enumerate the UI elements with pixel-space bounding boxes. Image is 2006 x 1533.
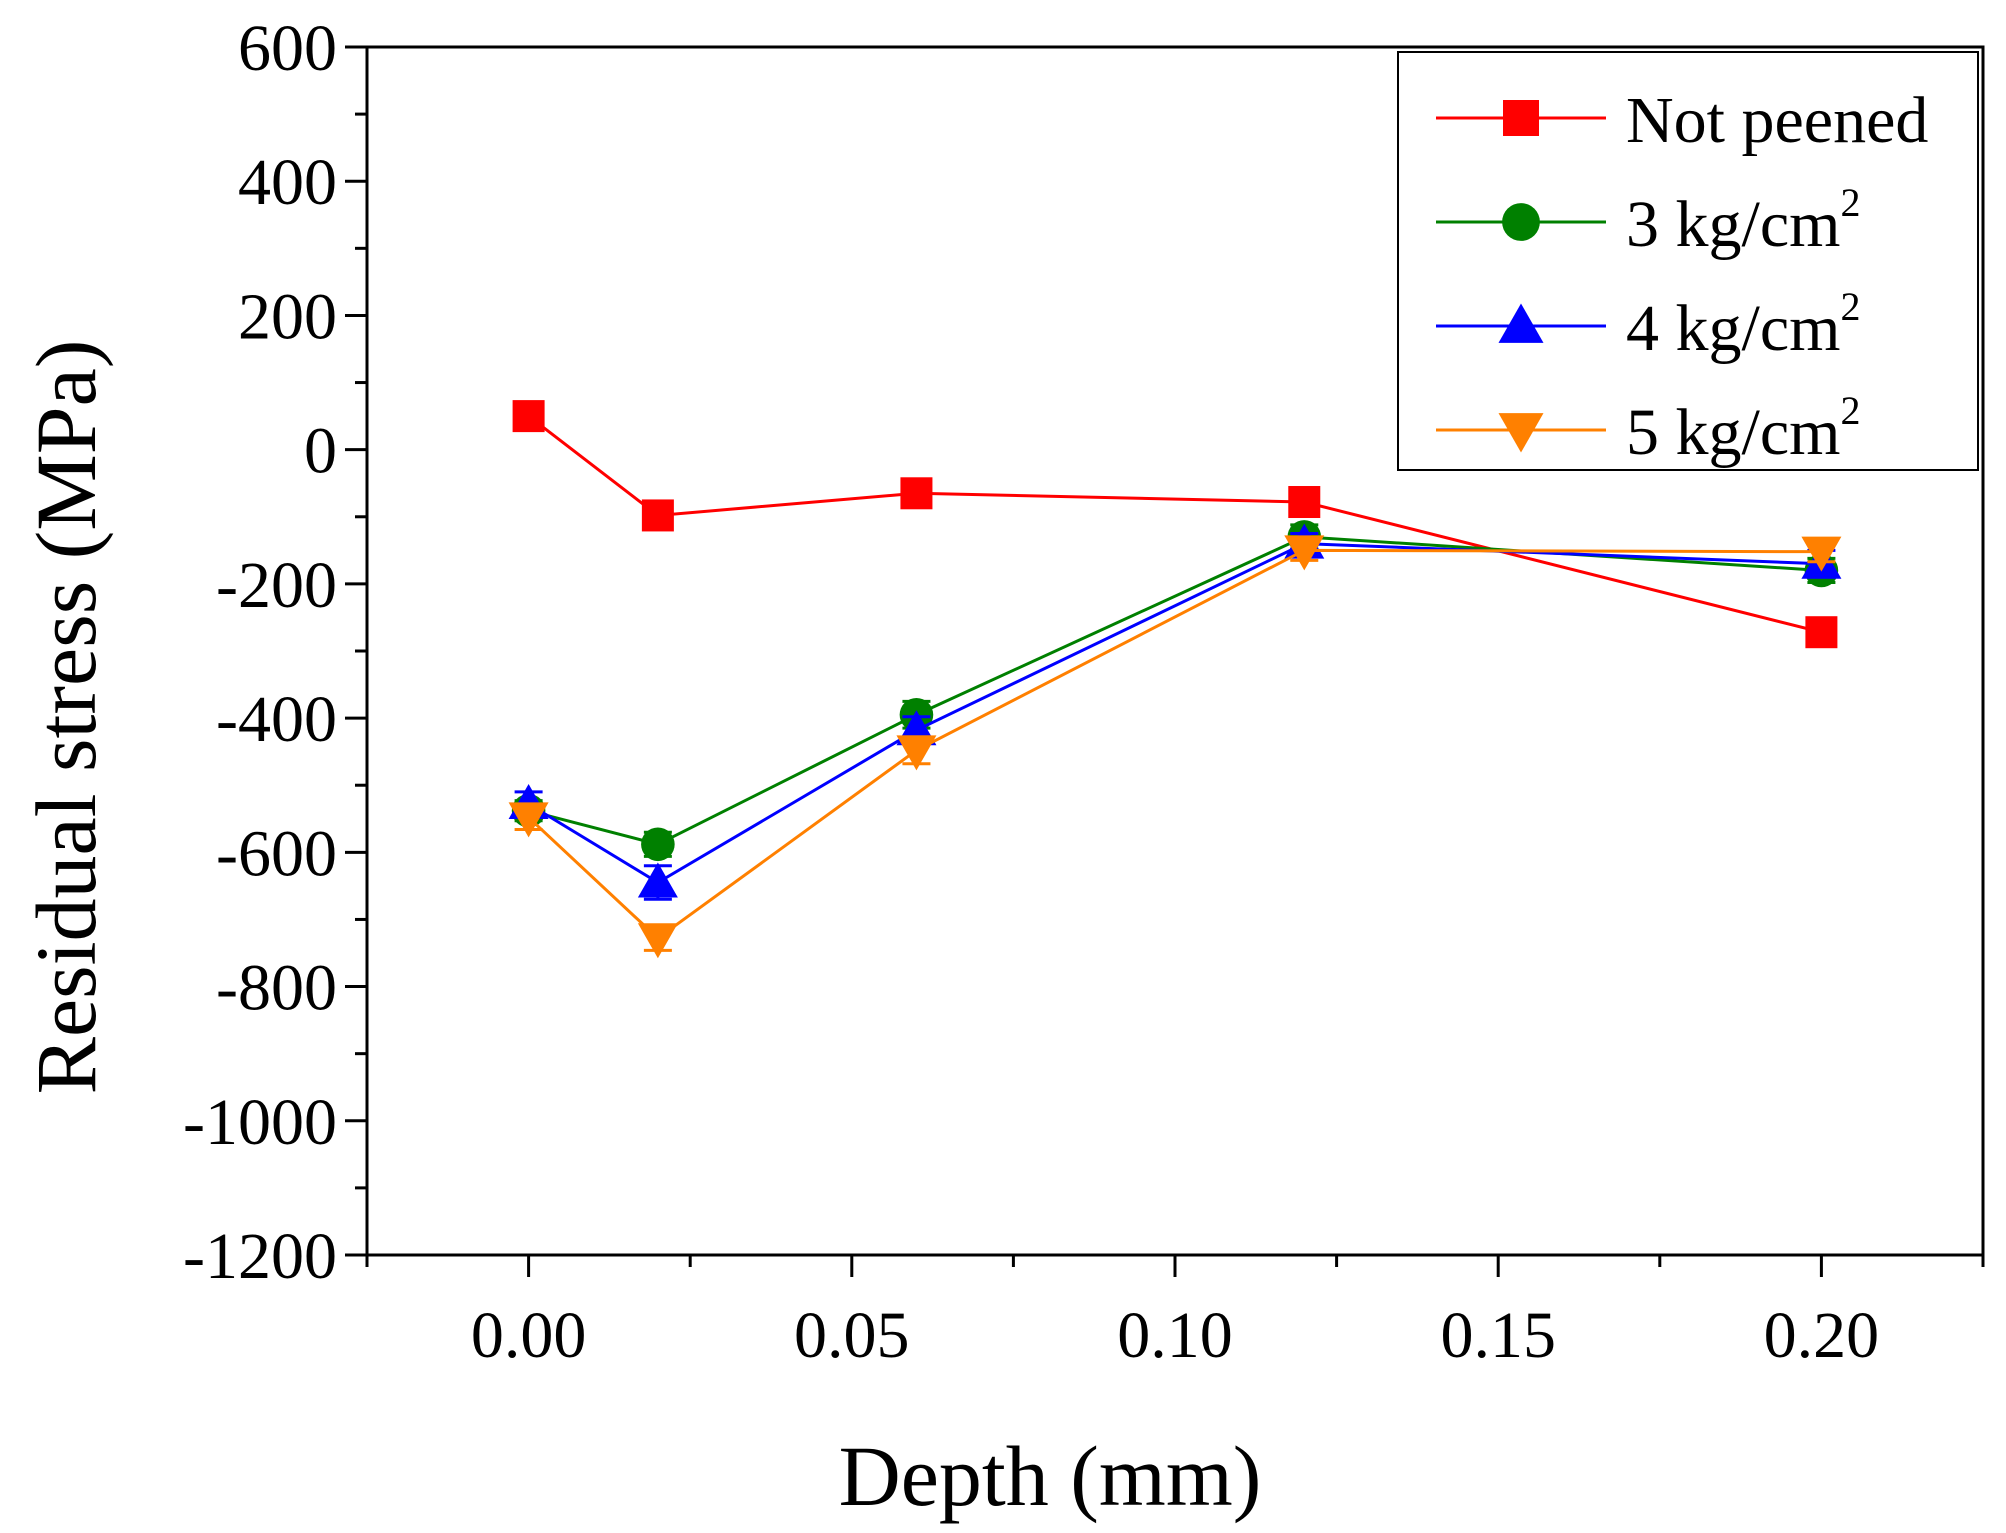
x-tick-label: 0.20 bbox=[1764, 1299, 1880, 1372]
x-tick-label: 0.15 bbox=[1440, 1299, 1556, 1372]
legend-marker bbox=[1503, 100, 1539, 136]
series-3 bbox=[508, 535, 1842, 959]
x-tick-label: 0.05 bbox=[794, 1299, 910, 1372]
y-tick-label: -200 bbox=[216, 549, 337, 622]
series-line bbox=[527, 542, 1822, 885]
legend-superscript: 2 bbox=[1840, 180, 1860, 225]
data-point bbox=[512, 400, 545, 433]
legend-label: 4 kg/cm2 bbox=[1626, 284, 1860, 365]
legend-marker bbox=[1498, 413, 1544, 453]
legend-marker bbox=[1502, 203, 1540, 241]
legend-entry-1: 3 kg/cm2 bbox=[1436, 180, 1860, 261]
legend-box bbox=[1397, 51, 1979, 471]
legend-label: 5 kg/cm2 bbox=[1626, 388, 1860, 469]
data-point bbox=[637, 862, 678, 898]
data-point bbox=[896, 735, 937, 771]
data-point bbox=[1801, 536, 1842, 572]
legend-superscript: 2 bbox=[1840, 388, 1860, 433]
data-point bbox=[900, 477, 933, 510]
y-tick-label: -1000 bbox=[183, 1086, 337, 1159]
y-tick-label: 400 bbox=[238, 146, 337, 219]
x-tick-label: 0.00 bbox=[471, 1299, 587, 1372]
legend-superscript: 2 bbox=[1840, 284, 1860, 329]
legend-label: 3 kg/cm2 bbox=[1626, 180, 1860, 261]
y-tick-label: 600 bbox=[238, 12, 337, 85]
legend-entry-0: Not peened bbox=[1436, 84, 1928, 157]
series-2 bbox=[508, 523, 1842, 901]
data-point bbox=[641, 499, 674, 532]
data-point bbox=[508, 802, 549, 838]
series-1 bbox=[511, 520, 1839, 862]
y-axis-title: Residual stress (MPa) bbox=[18, 340, 114, 1095]
x-axis-title: Depth (mm) bbox=[839, 1428, 1262, 1524]
x-tick-label: 0.10 bbox=[1117, 1299, 1233, 1372]
data-point bbox=[641, 827, 675, 862]
y-tick-label: -1200 bbox=[183, 1220, 337, 1293]
legend-entry-2: 4 kg/cm2 bbox=[1436, 284, 1860, 365]
y-tick-label: 200 bbox=[238, 280, 337, 353]
data-point bbox=[1288, 486, 1321, 519]
data-point bbox=[1284, 535, 1325, 571]
legend-marker bbox=[1498, 303, 1544, 343]
legend: Not peened 3 kg/cm2 4 kg/cm2 5 kg/cm2 bbox=[1397, 51, 1979, 471]
y-tick-label: 0 bbox=[304, 415, 337, 488]
data-point bbox=[1805, 616, 1838, 649]
data-point bbox=[637, 923, 678, 959]
y-tick-label: -400 bbox=[216, 683, 337, 756]
y-tick-label: -800 bbox=[216, 952, 337, 1025]
legend-entry-3: 5 kg/cm2 bbox=[1436, 388, 1860, 469]
y-tick-label: -600 bbox=[216, 817, 337, 890]
series-line bbox=[527, 548, 1822, 941]
series-0 bbox=[512, 400, 1838, 649]
series-layer bbox=[508, 400, 1842, 959]
axes-layer: 600 400 200 0 -200 -400 -600 -800 -1000 -1200 0.00… bbox=[183, 12, 1985, 1372]
legend-label: Not peened bbox=[1626, 84, 1928, 157]
